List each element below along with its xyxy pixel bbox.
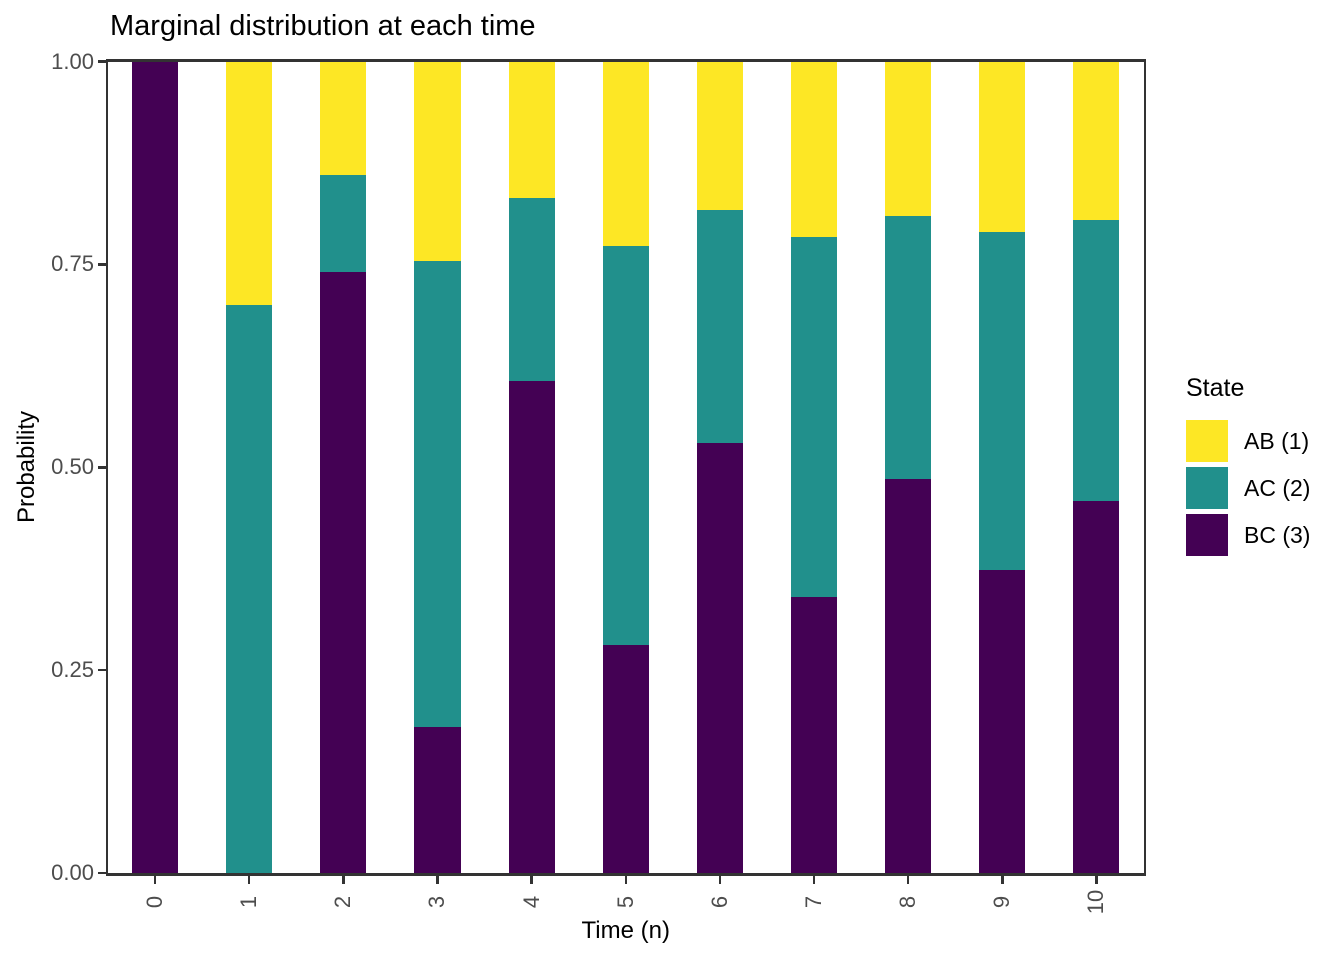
panel-top-border [105,59,1146,62]
x-axis-tick [718,875,722,884]
bar-segment [696,61,743,210]
x-axis-tick [530,875,533,884]
bar-segment [790,597,838,873]
panel-right-border [1143,59,1146,876]
legend-item-label: BC (3) [1244,521,1311,548]
x-axis-tick [1095,875,1098,884]
x-axis-tick [812,875,816,884]
x-axis-tick-label: 2 [330,895,356,909]
chart-title: Marginal distribution at each time [110,10,536,42]
bar-segment [790,237,838,598]
bar-segment [885,479,932,873]
bar-segment [508,61,555,199]
bar-segment [226,61,273,305]
bar-segment [414,61,461,262]
bar-segment [1073,61,1120,220]
x-axis-tick [624,875,627,884]
bar-segment [696,442,743,873]
y-axis-tick-label: 0.50 [51,454,94,480]
y-axis-tick-label: 0.75 [51,251,94,277]
bar-segment [1073,500,1120,873]
legend-item-label: AB (1) [1244,427,1310,454]
y-axis-line [105,59,108,876]
bar-segment [979,232,1026,570]
x-axis-line [105,873,1146,876]
bar-segment [885,61,932,217]
x-axis-tick-label: 1 [236,895,262,909]
bar-segment [508,198,555,381]
bar-segment [1073,219,1120,501]
y-axis-tick-label: 0.25 [51,657,94,683]
legend-items: AB (1) AC (2) BC (3) [1186,420,1310,556]
bar-segment [790,61,838,238]
legend-key-swatch [1186,514,1228,556]
y-axis-tick-label: 1.00 [51,48,94,74]
bar-segment [885,216,932,480]
y-axis-tick [97,60,106,63]
x-axis-tick-label: 6 [706,895,732,909]
bar-segment [320,272,367,873]
x-axis-tick [342,875,345,884]
x-axis-title: Time (n) [581,917,670,944]
legend-item: AC (2) [1186,467,1310,509]
legend-key-swatch [1186,420,1228,462]
x-axis-tick [436,875,439,884]
x-axis-tick-label: 5 [612,895,638,909]
y-axis-tick [97,263,106,266]
x-axis-tick [153,875,157,884]
legend-item: AB (1) [1186,420,1310,462]
x-axis-tick [906,875,910,884]
bar-segment [602,645,649,873]
x-axis-tick-label: 3 [424,895,450,909]
bar-segment [602,245,649,646]
bar-segment [602,61,649,246]
bar-segment [226,304,273,873]
y-axis-tick [97,466,106,469]
x-axis-tick-label: 7 [801,895,827,909]
bar-segment [979,569,1026,873]
x-axis-tick-label: 10 [1083,889,1109,915]
x-axis-tick-label: 4 [518,895,544,909]
x-axis-tick-label: 9 [989,895,1015,909]
x-axis-tick-label: 8 [895,895,921,909]
bar-segment [320,175,367,273]
legend-title: State [1186,374,1245,402]
legend-item: BC (3) [1186,514,1310,556]
x-axis-tick-label: 0 [142,895,168,909]
legend-item-label: AC (2) [1244,474,1311,501]
x-axis-tick [1001,875,1004,884]
x-axis-tick [247,875,251,884]
bar-segment [414,726,461,873]
bar-segment [979,61,1026,233]
y-axis-tick-label: 0.00 [51,860,94,885]
y-axis-tick [97,871,106,875]
legend: State AB (1) AC (2) BC (3) [1186,374,1310,561]
bar-segment [414,261,461,727]
legend-key-swatch [1186,467,1228,509]
y-axis-tick [97,668,106,672]
bar-segment [696,209,743,443]
bar-segment [508,380,555,873]
bar-segment [132,61,179,873]
bar-segment [320,61,367,176]
